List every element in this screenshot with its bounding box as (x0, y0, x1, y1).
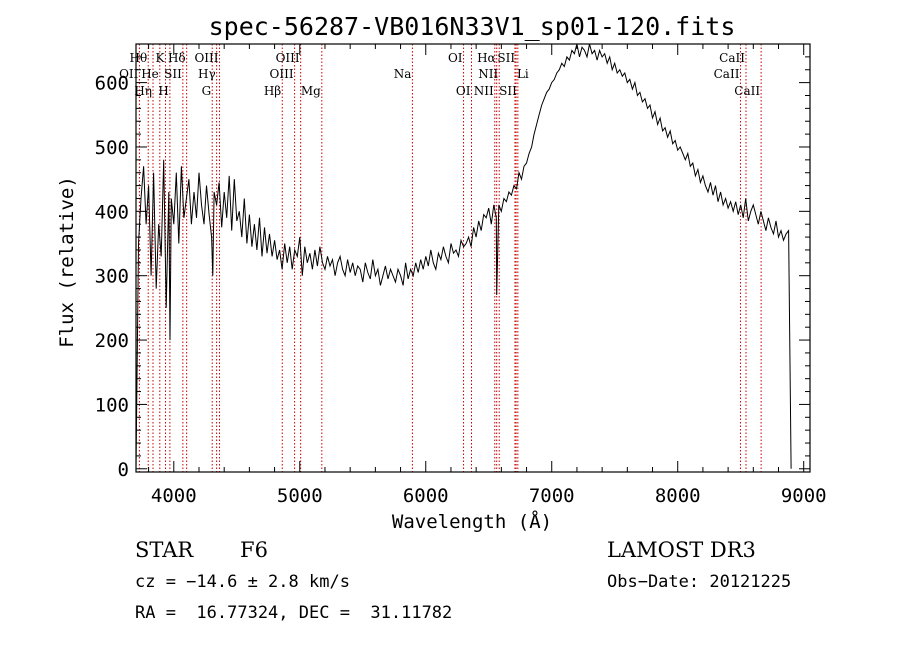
line-marker-label: CaII (714, 67, 740, 81)
line-marker-label: OIII (194, 51, 218, 65)
line-marker-label: Hη (134, 84, 152, 98)
line-marker-label: K (156, 51, 166, 65)
line-marker-label: NII (478, 67, 498, 81)
line-marker-label: OI (456, 84, 471, 98)
line-marker-label: OIII (276, 51, 300, 65)
line-marker-label: He (141, 67, 159, 81)
line-marker-label: G (202, 84, 212, 98)
observation-date: Obs−Date: 20121225 (607, 572, 792, 592)
object-type: STAR (135, 538, 194, 562)
line-marker-label: Hα (477, 51, 496, 65)
spectral-class: F6 (240, 538, 268, 562)
line-marker-label: Mg (301, 84, 321, 98)
line-marker-label: SII (164, 67, 182, 81)
spectrum-line (135, 43, 792, 469)
line-marker-label: OI (448, 51, 463, 65)
line-marker-label: CaII (734, 84, 760, 98)
y-tick-label: 100 (95, 394, 129, 416)
survey-name: LAMOST DR3 (607, 538, 756, 562)
y-tick-label: 600 (95, 73, 129, 95)
y-axis-label: Flux (relative) (56, 176, 78, 348)
x-tick-label: 6000 (403, 485, 449, 507)
x-tick-label: 8000 (655, 485, 701, 507)
y-tick-label: 0 (118, 459, 129, 481)
line-markers: Hθ OII Hη He K H SII Hδ G Hγ OIII Hβ OIII OIII Mg Na OI O… (119, 44, 762, 472)
ra-dec-coordinates: RA = 16.77324, DEC = 31.11782 (135, 603, 453, 623)
line-marker-label: SII (497, 51, 515, 65)
x-tick-label: 4000 (151, 485, 197, 507)
x-tick-label: 9000 (781, 485, 827, 507)
line-marker-label: OIII (270, 67, 294, 81)
line-marker-label: SII (499, 84, 517, 98)
line-marker-label: Na (394, 67, 412, 81)
y-tick-label: 300 (95, 266, 129, 288)
y-tick-label: 200 (95, 330, 129, 352)
y-tick-label: 400 (95, 201, 129, 223)
chart-title: spec-56287-VB016N33V1_sp01-120.fits (209, 12, 736, 41)
x-tick-label: 5000 (277, 485, 323, 507)
line-marker-label: Li (517, 67, 529, 81)
line-marker-label: Hθ (130, 51, 148, 65)
line-marker-label: Hγ (198, 67, 216, 81)
line-marker-label: H (158, 84, 168, 98)
line-marker-label: NII (474, 84, 494, 98)
line-marker-label: Hδ (168, 51, 186, 65)
line-marker-label: CaII (719, 51, 745, 65)
plot-frame (135, 43, 811, 473)
y-tick-label: 500 (95, 137, 129, 159)
x-axis-label: Wavelength (Å) (392, 510, 552, 533)
line-marker-label: OII (119, 67, 139, 81)
line-marker-label: Hβ (264, 84, 281, 98)
axis-ticks: 4000 5000 6000 7000 8000 9000 0 100 200 300 400 500… (95, 43, 827, 507)
redshift-cz: cz = −14.6 ± 2.8 km/s (135, 572, 350, 592)
x-tick-label: 7000 (529, 485, 575, 507)
